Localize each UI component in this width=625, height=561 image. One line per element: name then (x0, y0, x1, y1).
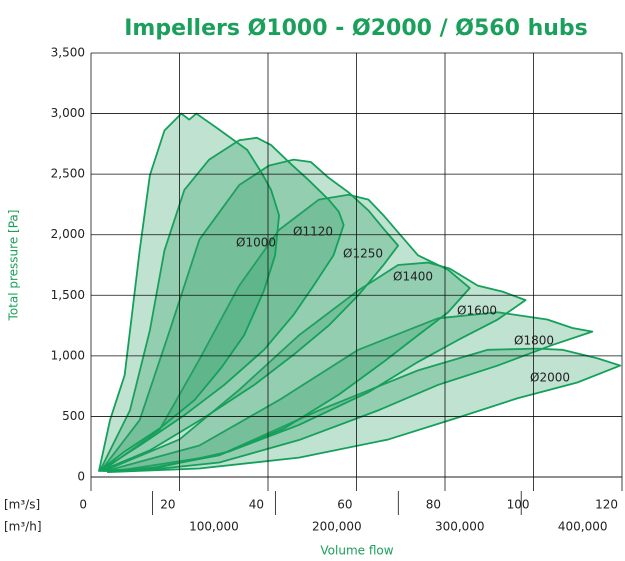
impeller-envelope (105, 311, 594, 472)
impeller-envelope (98, 136, 345, 472)
y-tick-label: 1,000 (51, 348, 85, 362)
series-label: Ø1800 (514, 334, 554, 348)
impeller-envelope (101, 193, 471, 472)
x-tick-label: 0 (79, 498, 87, 512)
impeller-envelope (99, 158, 399, 472)
impeller-envelope (102, 261, 527, 472)
series-label: Ø1400 (393, 270, 433, 284)
series-label: Ø1250 (343, 247, 383, 261)
impeller-envelope (106, 347, 622, 474)
y-tick-label: 1,500 (51, 288, 85, 302)
series-label: Ø2000 (530, 371, 570, 385)
y-tick-label: 3,500 (51, 46, 85, 60)
x-unit: [m³/s] (4, 498, 40, 512)
y-tick-label: 3,000 (51, 106, 85, 120)
series-label: Ø1600 (457, 304, 497, 318)
series-label: Ø1120 (293, 225, 333, 239)
x-tick-label: 20 (160, 498, 175, 512)
x2-tick-label: 200,000 (312, 520, 362, 534)
x2-tick-label: 100,000 (189, 520, 239, 534)
x-tick-label: 120 (595, 498, 618, 512)
y-tick-label: 500 (62, 409, 85, 423)
y-axis-label: Total pressure [Pa] (7, 210, 21, 322)
x-tick-label: 40 (249, 498, 264, 512)
y-tick-label: 2,000 (51, 227, 85, 241)
x2-tick-label: 400,000 (558, 520, 608, 534)
x-tick-label: 80 (426, 498, 441, 512)
x-tick-label: 100 (507, 498, 530, 512)
y-tick-label: 0 (77, 470, 85, 484)
x-axis-label: Volume flow (320, 544, 393, 558)
impeller-envelope (98, 112, 280, 472)
series-label: Ø1000 (236, 236, 276, 250)
chart-title: Impellers Ø1000 - Ø2000 / Ø560 hubs (124, 16, 588, 41)
y-tick-label: 2,500 (51, 167, 85, 181)
x-tick-label: 60 (337, 498, 352, 512)
x2-tick-label: 300,000 (435, 520, 485, 534)
x2-unit: [m³/h] (4, 520, 42, 534)
